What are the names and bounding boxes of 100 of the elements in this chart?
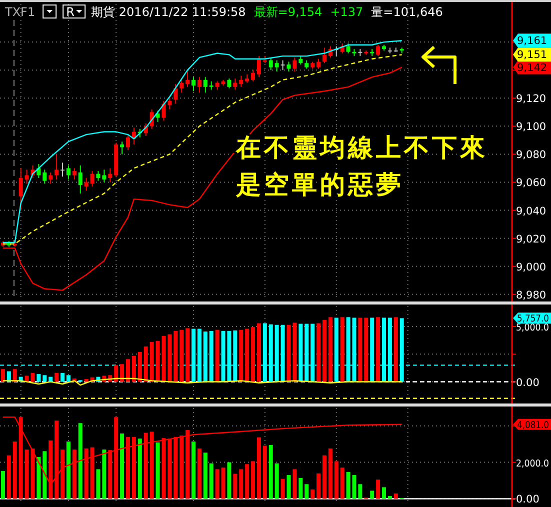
bar [370,490,374,499]
bar [191,442,196,499]
bar [376,317,380,382]
bar [388,496,392,499]
y-tick-label: 2,000.0 [516,458,551,470]
bar [256,323,261,382]
bar [322,320,326,382]
bar [114,365,118,382]
y-tick-label: 9,080 [516,149,546,162]
annotation: 量=101,646 [371,5,443,19]
bar [36,374,41,382]
bar [245,464,250,499]
bar [340,468,344,499]
bar [174,330,178,382]
bar [168,334,172,382]
bar [328,448,332,499]
bar [150,342,154,382]
bar [394,317,398,382]
bar [0,369,5,382]
bar [66,442,70,499]
text: TXF1 [4,5,36,19]
bar [197,448,202,499]
bar [376,480,380,499]
y-tick-label: 9,100 [516,121,546,134]
bar [215,469,220,499]
bar [215,330,220,382]
bar [358,318,362,382]
bar [394,493,398,499]
annotation: R [66,5,74,19]
y-tick-label: 5,000.0 [516,322,551,334]
bar [102,450,106,499]
y-tick-label: 0.00 [516,376,540,389]
text: 期貨 2016/11/22 11:59:58 [91,5,246,19]
annotation: +137 [330,5,364,19]
y-tick-label: 9,060 [516,177,546,190]
bar [358,484,362,499]
tag: 9,151 [513,48,551,62]
bar [120,434,124,499]
bar [6,455,11,499]
bar [292,322,297,382]
bar [256,437,261,499]
bar [60,372,65,382]
bar [144,346,148,382]
bar [66,375,70,382]
bar [54,372,59,382]
bar [132,356,136,382]
bar [203,452,208,499]
bar [274,463,279,499]
bar [245,328,250,382]
bar [156,442,160,499]
bar [286,475,291,499]
tag: 9,161 [513,34,551,48]
annotation: 最新=9,154 [254,5,322,19]
y-tick-label: 9,000 [516,261,546,274]
bar [96,469,100,499]
bar [221,468,226,499]
bar [334,461,338,499]
bar [280,478,285,499]
bar [262,446,267,499]
bar [209,463,214,499]
bar [84,379,88,382]
tag: 5,757.0 [513,312,551,325]
bar [186,328,190,382]
y-tick-label: 0.00 [516,494,540,506]
bar [120,364,124,382]
bar [12,442,17,499]
bar [292,469,297,499]
bar [138,438,142,499]
bar [239,469,244,499]
bar [328,317,332,382]
bar [42,451,47,499]
bar [316,473,321,499]
bar [310,489,315,499]
bar [322,455,326,499]
button: R [62,4,86,19]
bar [233,474,238,499]
bar [364,318,368,382]
bar [304,484,309,499]
y-tick-label: 8,980 [516,289,546,302]
bar [251,327,256,382]
bar [138,352,142,382]
bar [316,323,321,382]
bar [78,423,82,499]
bar [298,478,303,499]
y-tick-label: 9,040 [516,205,546,218]
bar [286,324,291,382]
bar [227,462,232,499]
bar [36,457,41,499]
y-tick-label: 9,020 [516,233,546,246]
bar [42,375,47,382]
bar [126,359,130,382]
bar [239,330,244,382]
bar [340,317,344,382]
annotation: 在不靈均線上不下來 [235,133,488,162]
annotation: 是空單的惡夢 [235,170,404,199]
bar [180,330,184,382]
bar [268,444,273,499]
bar [251,461,256,499]
bar [382,487,386,499]
bar [0,471,5,499]
